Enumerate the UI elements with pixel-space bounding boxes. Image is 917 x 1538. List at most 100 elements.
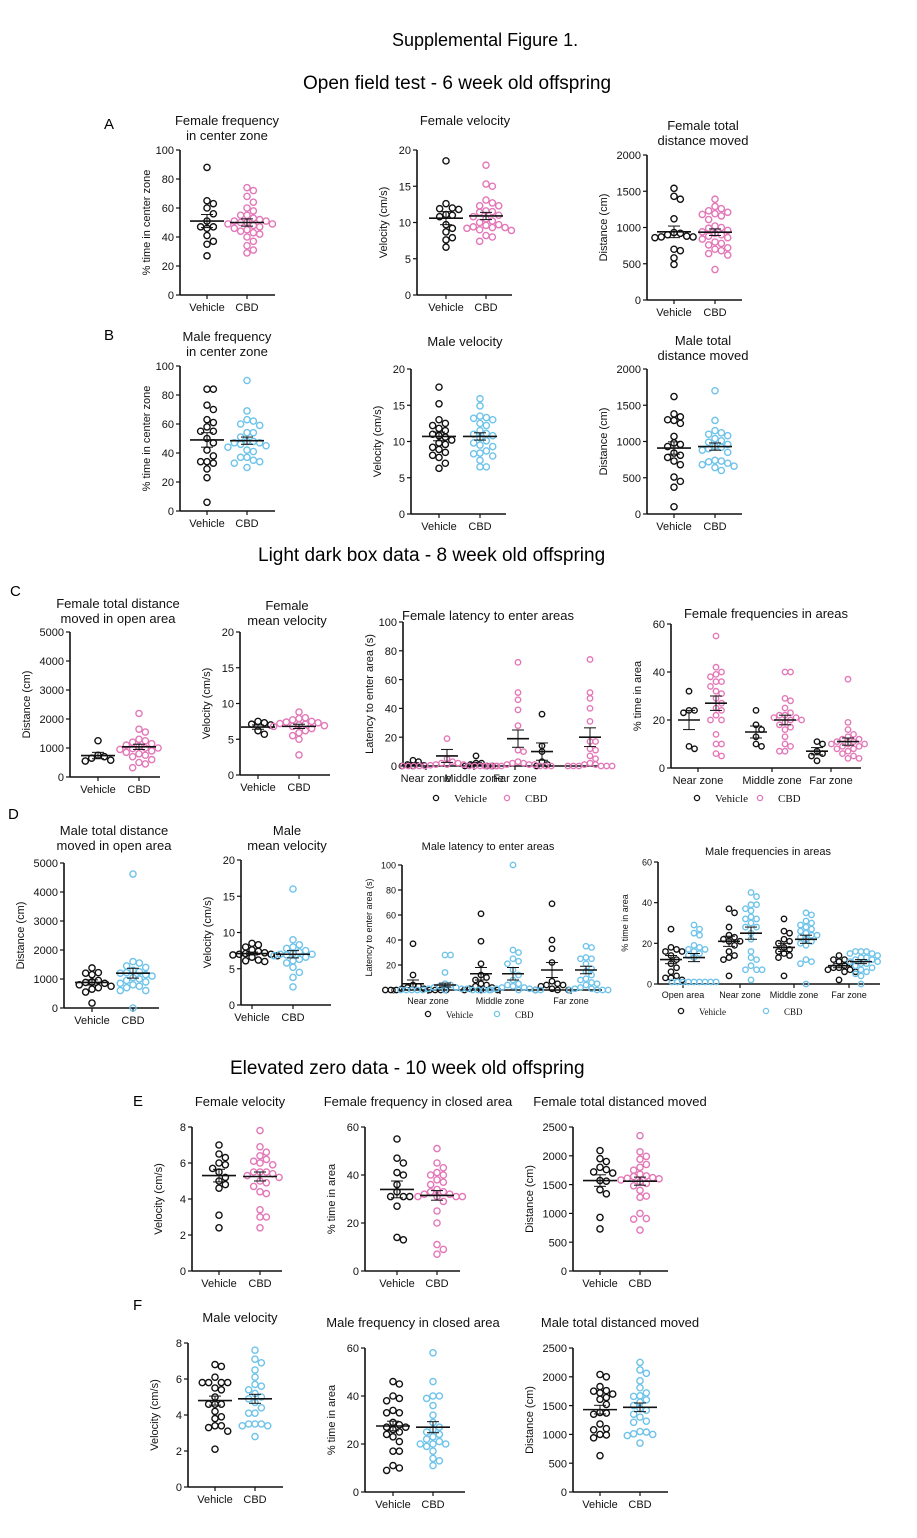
chart-title: Male latency to enter areas bbox=[422, 841, 555, 853]
data-point bbox=[704, 430, 713, 439]
data-point bbox=[469, 450, 478, 458]
data-point bbox=[116, 986, 125, 995]
data-point bbox=[141, 736, 150, 745]
y-axis-label: % time in area bbox=[632, 660, 644, 731]
data-point bbox=[538, 710, 546, 718]
data-point bbox=[141, 744, 150, 752]
data-point bbox=[433, 1144, 441, 1153]
data-point bbox=[690, 941, 698, 949]
x-tick-label: Vehicle bbox=[421, 521, 456, 533]
x-tick-label: CBD bbox=[628, 1278, 651, 1290]
data-point bbox=[128, 744, 137, 753]
data-point bbox=[289, 983, 297, 991]
chart-title: moved in open area bbox=[57, 838, 173, 853]
data-point bbox=[711, 209, 719, 218]
y-tick-label: 5000 bbox=[40, 627, 64, 639]
data-point bbox=[107, 982, 115, 991]
chart-title: Female velocity bbox=[195, 1094, 286, 1109]
data-point bbox=[135, 725, 143, 733]
data-point bbox=[488, 223, 497, 232]
data-point bbox=[673, 972, 680, 980]
y-tick-label: 500 bbox=[623, 473, 641, 485]
data-point bbox=[802, 909, 810, 917]
data-point bbox=[433, 1240, 441, 1249]
data-point bbox=[255, 457, 264, 466]
y-tick-label: 500 bbox=[623, 259, 641, 271]
data-point bbox=[548, 936, 556, 944]
data-point bbox=[730, 462, 738, 470]
data-point bbox=[629, 1215, 638, 1223]
data-point bbox=[439, 1178, 448, 1186]
data-point bbox=[429, 1411, 437, 1419]
data-point bbox=[243, 192, 251, 201]
data-point bbox=[198, 1378, 207, 1387]
data-point bbox=[514, 696, 522, 704]
y-tick-label: 60 bbox=[642, 858, 652, 868]
y-tick-label: 2500 bbox=[543, 1122, 567, 1134]
data-point bbox=[813, 757, 821, 765]
x-tick-label: Vehicle bbox=[234, 1012, 269, 1024]
y-tick-label: 6 bbox=[180, 1158, 186, 1170]
y-tick-label: 3000 bbox=[34, 916, 58, 928]
data-point bbox=[629, 1410, 638, 1419]
y-tick-label: 4000 bbox=[34, 887, 58, 899]
data-point bbox=[855, 743, 863, 750]
data-point bbox=[256, 1143, 264, 1151]
data-point bbox=[623, 1431, 632, 1440]
data-point bbox=[586, 656, 594, 663]
data-point bbox=[592, 738, 599, 745]
data-point bbox=[461, 762, 469, 770]
data-point bbox=[770, 714, 778, 721]
data-point bbox=[786, 929, 793, 937]
data-point bbox=[141, 978, 150, 986]
data-point bbox=[476, 441, 484, 449]
data-point bbox=[731, 909, 738, 917]
data-point bbox=[441, 1440, 450, 1448]
data-point bbox=[241, 956, 250, 965]
legend-marker bbox=[677, 1007, 685, 1015]
y-tick-label: 0 bbox=[561, 1487, 567, 1499]
y-tick-label: 40 bbox=[347, 1391, 359, 1403]
data-point bbox=[397, 986, 405, 994]
data-point bbox=[129, 870, 137, 878]
data-point bbox=[100, 752, 109, 761]
data-point bbox=[642, 1417, 651, 1425]
data-point bbox=[442, 243, 450, 251]
data-point bbox=[147, 747, 156, 755]
y-tick-label: 20 bbox=[399, 145, 411, 157]
data-point bbox=[844, 675, 852, 683]
data-point bbox=[420, 1190, 429, 1198]
data-point bbox=[393, 1168, 401, 1177]
y-tick-label: 5 bbox=[228, 734, 234, 746]
chart-title: Female velocity bbox=[420, 113, 511, 128]
chart-title: distance moved bbox=[657, 348, 748, 363]
y-tick-label: 60 bbox=[385, 675, 397, 687]
x-tick-label: Middle zone bbox=[476, 996, 525, 1006]
data-point bbox=[663, 453, 672, 462]
data-point bbox=[203, 465, 211, 473]
y-tick-label: 20 bbox=[162, 477, 174, 489]
data-point bbox=[548, 945, 556, 953]
data-point bbox=[217, 1422, 226, 1430]
data-point bbox=[203, 231, 211, 240]
legend-label: Vehicle bbox=[446, 1010, 473, 1020]
data-point bbox=[116, 979, 125, 988]
data-point bbox=[249, 186, 258, 195]
y-tick-label: 0 bbox=[168, 290, 174, 302]
data-point bbox=[863, 968, 870, 976]
y-tick-label: 0 bbox=[635, 509, 641, 521]
x-tick-label: CBD bbox=[628, 1499, 651, 1511]
data-point bbox=[196, 457, 205, 466]
data-point bbox=[629, 1392, 638, 1401]
data-point bbox=[209, 459, 218, 467]
data-point bbox=[670, 260, 678, 269]
data-point bbox=[135, 709, 143, 718]
data-point bbox=[441, 969, 449, 976]
y-tick-label: 0 bbox=[659, 763, 665, 775]
legend-marker bbox=[424, 1010, 432, 1018]
data-point bbox=[636, 1131, 644, 1140]
data-point bbox=[488, 182, 497, 191]
data-point bbox=[445, 1190, 454, 1198]
